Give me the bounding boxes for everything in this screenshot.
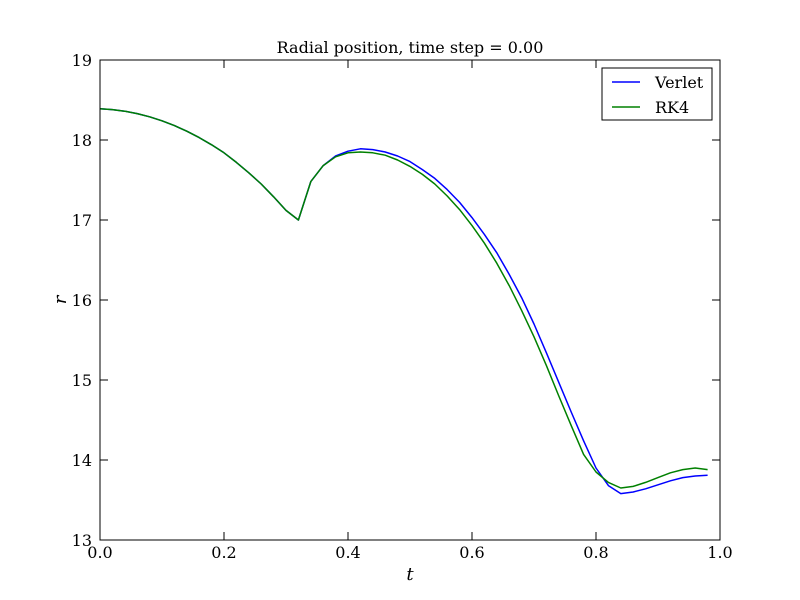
x-tick-label: 0.0 <box>87 543 112 562</box>
y-tick-label: 19 <box>72 51 92 70</box>
x-tick-label: 0.4 <box>335 543 360 562</box>
y-axis: 13 14 15 16 17 18 19 <box>72 51 720 550</box>
legend-box <box>601 67 713 121</box>
y-tick-label: 16 <box>72 291 92 310</box>
y-tick-label: 15 <box>72 371 92 390</box>
series-line-rk4 <box>100 108 708 489</box>
y-tick-label: 18 <box>72 131 92 150</box>
x-tick-label: 0.8 <box>583 543 608 562</box>
x-tick-label: 0.2 <box>211 543 236 562</box>
y-axis-label: r <box>50 294 71 304</box>
legend-label-rk4: RK4 <box>655 98 689 117</box>
x-tick-label: 1.0 <box>707 543 732 562</box>
x-axis: 0.0 0.2 0.4 0.6 0.8 1.0 <box>87 60 733 562</box>
chart-title: Radial position, time step = 0.00 <box>277 38 544 57</box>
y-tick-label: 17 <box>72 211 92 230</box>
series-layer <box>100 108 708 495</box>
plot-background <box>100 60 720 540</box>
y-tick-label: 13 <box>72 531 92 550</box>
plot-area <box>99 59 721 541</box>
x-axis-label: t <box>406 564 414 585</box>
legend-label-verlet: Verlet <box>654 73 704 92</box>
legend: Verlet RK4 <box>601 67 713 121</box>
y-tick-label: 14 <box>72 451 92 470</box>
x-tick-label: 0.6 <box>459 543 484 562</box>
